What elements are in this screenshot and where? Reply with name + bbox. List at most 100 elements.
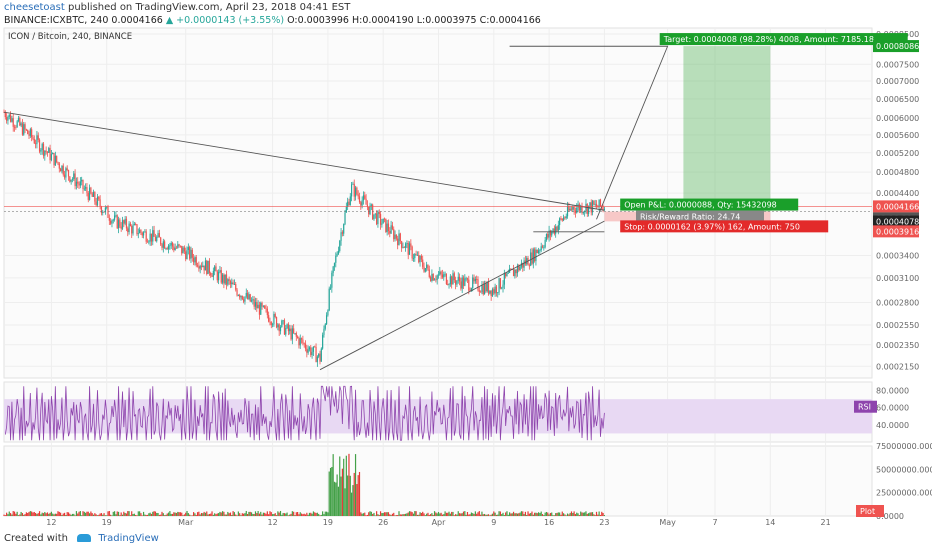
volume-bar [603, 515, 605, 516]
candle-body [131, 226, 133, 234]
author-link[interactable]: cheesetoast [4, 2, 65, 13]
price-tick-label: 0.0005600 [876, 131, 919, 140]
price-tick-label: 0.0002350 [876, 341, 919, 350]
candle-body [360, 202, 362, 206]
volume-bar [48, 513, 50, 516]
volume-bar [465, 514, 467, 516]
x-tick-label: Mar [178, 518, 194, 527]
candle-body [262, 305, 264, 307]
candle-body [320, 348, 322, 362]
volume-bar [556, 512, 558, 516]
volume-bar [490, 514, 492, 516]
volume-bar [63, 512, 66, 516]
candle-body [398, 233, 400, 246]
volume-bar [351, 492, 353, 516]
volume-bar [480, 514, 482, 516]
volume-bars [3, 453, 605, 516]
volume-bar [295, 512, 297, 516]
volume-bar [601, 511, 603, 516]
price-tick-label: 0.0006500 [876, 95, 919, 104]
volume-bar [599, 514, 602, 516]
volume-bar [31, 511, 33, 516]
candle-body [56, 155, 58, 162]
candle-body [332, 266, 334, 273]
candle-body [343, 224, 345, 234]
candle-body [70, 179, 72, 182]
candle-body [236, 289, 238, 296]
volume-bar [128, 511, 130, 516]
candle-body [129, 223, 131, 227]
volume-label-badge-bg [856, 505, 884, 517]
volume-bar [540, 511, 542, 516]
candle-body [120, 226, 122, 229]
x-tick-label: 12 [46, 518, 56, 527]
volume-bar [591, 512, 594, 516]
volume-bar [52, 513, 54, 516]
candle-body [498, 278, 500, 293]
volume-bar [436, 513, 438, 516]
volume-bar [140, 513, 142, 516]
candle-body [336, 253, 338, 256]
candle-body [304, 343, 307, 349]
candle-body [485, 283, 487, 292]
candle-body [110, 220, 112, 224]
candle-body [559, 218, 561, 226]
candle-body [178, 244, 180, 246]
candle-body [333, 262, 336, 267]
candle-body [335, 255, 337, 263]
candle-body [393, 229, 395, 240]
volume-bar [578, 515, 580, 516]
candle-body [40, 150, 42, 152]
axis-label-text: 0.0003916 [876, 227, 919, 236]
candle-body [141, 232, 143, 236]
candle-body [152, 230, 154, 242]
candle-body [557, 225, 559, 231]
candle-body [11, 118, 13, 122]
volume-bar [523, 514, 525, 516]
candle-body [582, 212, 584, 214]
volume-bar [117, 511, 120, 516]
tradingview-brand[interactable]: TradingView [98, 533, 159, 544]
x-tick-label: 12 [268, 518, 278, 527]
candle-body [597, 206, 599, 208]
volume-bar [297, 512, 299, 516]
ratio-badge: Risk/Reward Ratio: 24.74 [636, 210, 764, 223]
volume-bar [190, 515, 192, 516]
volume-bar [224, 514, 226, 516]
volume-bar [370, 511, 372, 516]
candle-body [460, 281, 462, 289]
candle-body [465, 278, 467, 280]
volume-bar [455, 514, 457, 516]
volume-bar [119, 515, 121, 516]
volume-bar [499, 511, 501, 516]
volume-bar [422, 511, 424, 516]
candle-body [435, 279, 437, 281]
candle-body [307, 349, 309, 353]
candle-body [506, 273, 508, 277]
volume-bar [77, 513, 79, 516]
candle-body [461, 277, 463, 289]
candle-body [204, 260, 207, 271]
volume-bar [495, 514, 498, 516]
candle-body [590, 202, 592, 213]
candle-body [200, 265, 203, 267]
volume-bar [344, 488, 346, 516]
candle-body [181, 245, 183, 254]
candle-body [273, 314, 275, 325]
chart[interactable]: 1219Mar121926Apr91623May714210.00085000.… [0, 0, 932, 530]
volume-bar [541, 514, 544, 516]
candle-body [364, 195, 366, 199]
candle-body [464, 278, 466, 286]
candle-body [348, 201, 350, 206]
candle-body [23, 124, 25, 135]
volume-bar [40, 514, 42, 516]
volume-bar [415, 511, 417, 516]
volume-bar [549, 512, 552, 516]
candle-body [214, 266, 216, 271]
volume-bar [157, 512, 159, 516]
candle-body [142, 232, 145, 236]
volume-bar [412, 513, 415, 516]
volume-bar [86, 511, 88, 516]
volume-bar [6, 512, 8, 516]
volume-label-badge: Plot [856, 505, 884, 517]
